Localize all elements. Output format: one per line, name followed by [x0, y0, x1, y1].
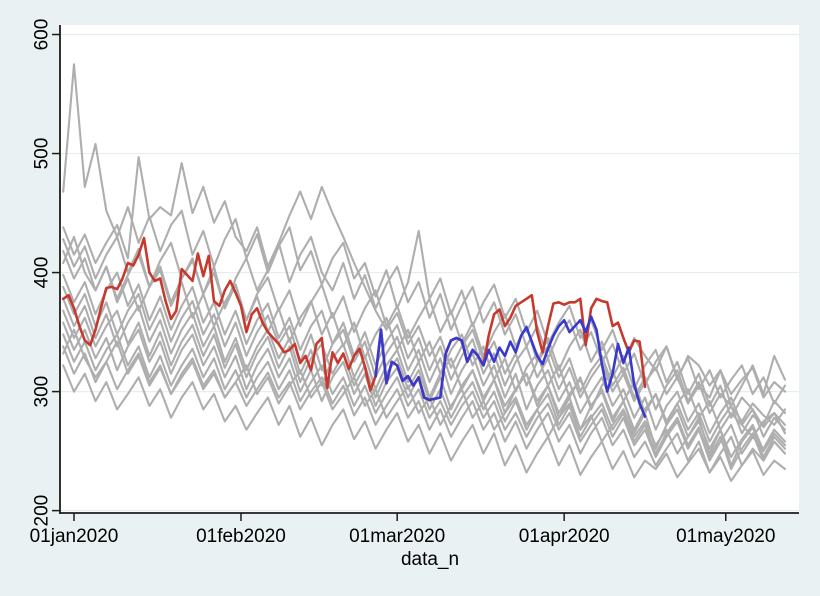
series-gray-08 — [62, 297, 787, 467]
y-tick-label: 500 — [32, 138, 53, 170]
series-gray-02 — [62, 156, 787, 405]
series-gray-07 — [62, 285, 787, 438]
series-gray-09 — [62, 309, 787, 443]
series-gray-06 — [62, 271, 787, 407]
series-gray-12 — [62, 345, 787, 474]
y-tick-label: 600 — [32, 19, 53, 51]
series-gray-04 — [62, 250, 787, 429]
x-axis-title: data_n — [400, 549, 460, 570]
series-gray-13 — [62, 328, 787, 459]
x-tick-label: 01apr2020 — [519, 526, 610, 547]
x-tick-label: 01mar2020 — [349, 526, 445, 547]
y-tick-label: 200 — [32, 495, 53, 527]
x-tick-label: 01feb2020 — [196, 526, 286, 547]
series-gray-14 — [62, 364, 787, 482]
y-tick-label: 300 — [32, 376, 53, 408]
x-tick-label: 01jan2020 — [30, 526, 119, 547]
series-highlight-blue — [374, 315, 647, 418]
series-highlight-red — [61, 236, 647, 402]
y-tick-label: 400 — [32, 257, 53, 289]
plot-area — [60, 25, 799, 513]
x-tick-label: 01may2020 — [676, 526, 775, 547]
